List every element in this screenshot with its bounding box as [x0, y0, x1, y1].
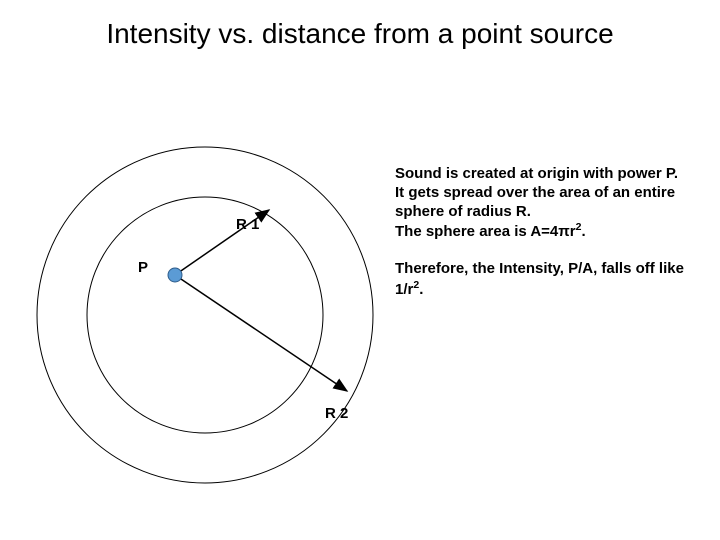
- explanation-text: Sound is created at origin with power P.…: [395, 165, 685, 300]
- label-p: P: [138, 259, 148, 276]
- diagram-container: R 1 R 2 P: [20, 110, 380, 510]
- source-point: [168, 268, 182, 282]
- diagram-svg: [20, 110, 380, 510]
- label-r2-text: R 2: [325, 405, 348, 422]
- label-p-text: P: [138, 259, 148, 276]
- inner-circle: [87, 197, 323, 433]
- paragraph-1: Sound is created at origin with power P.…: [395, 165, 685, 242]
- title-text: Intensity vs. distance from a point sour…: [106, 18, 613, 49]
- label-r2: R 2: [325, 405, 348, 422]
- label-r1-text: R 1: [236, 216, 259, 233]
- p1-line1: Sound is created at origin with power P.: [395, 165, 678, 182]
- p1-line3-pre: The sphere area is A=4: [395, 223, 558, 240]
- p1-line3-end: .: [581, 223, 585, 240]
- slide-title: Intensity vs. distance from a point sour…: [0, 18, 720, 50]
- label-r1: R 1: [236, 216, 259, 233]
- p1-line2: It gets spread over the area of an entir…: [395, 184, 675, 220]
- paragraph-2: Therefore, the Intensity, P/A, falls off…: [395, 260, 685, 300]
- p2-pre: Therefore, the Intensity, P/A, falls off…: [395, 260, 684, 298]
- p2-end: .: [419, 281, 423, 298]
- pi-symbol: π: [558, 223, 569, 240]
